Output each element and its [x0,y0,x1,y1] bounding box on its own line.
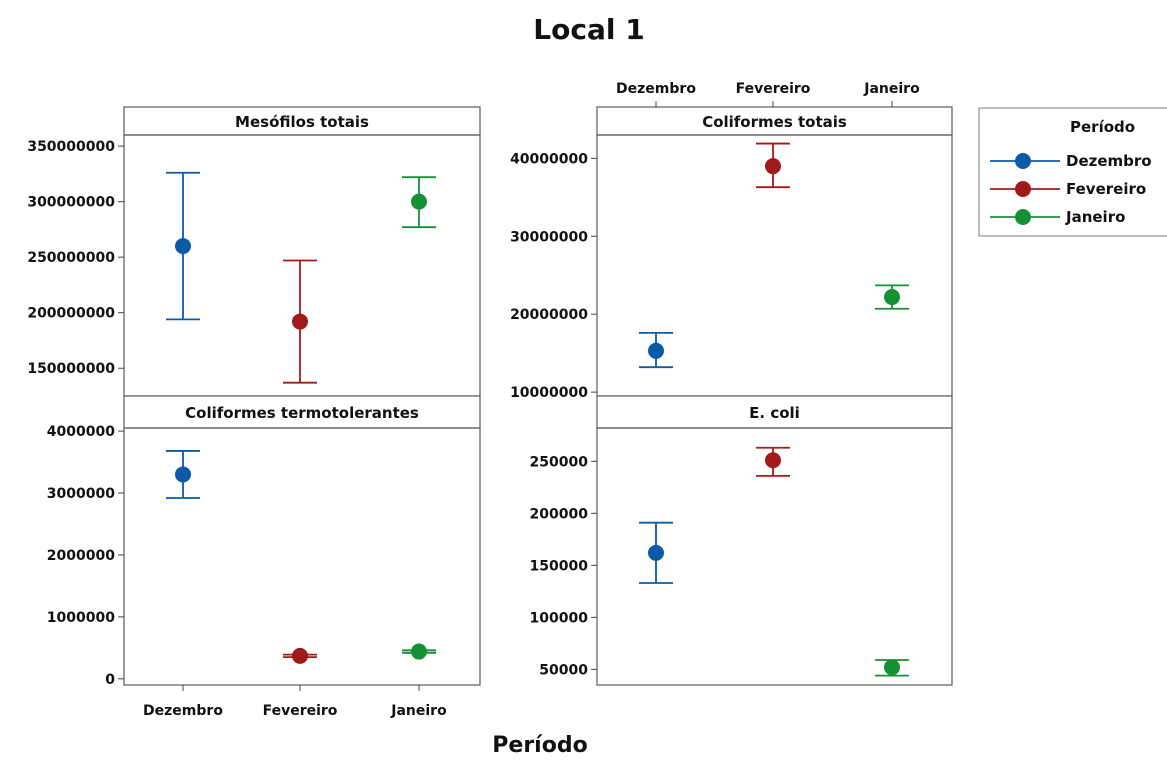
panel-e-coli: E. coli 50000 100000 150000 200000 250000 [530,395,953,686]
mean-point-e-coli-janeiro [884,659,900,676]
panel-coliformes-totais: Coliformes totais 10000000 20000000 3000000… [510,81,953,401]
y-tick-label-e-coli-1: 100000 [530,610,589,626]
panel-strip-coliformes-termotolerantes [123,395,481,429]
y-tick-label-coliformes-termotolerantes-4: 4000000 [47,424,115,440]
legend-label-janeiro: Janeiro [1065,208,1125,226]
mean-point-coliformes-totais-janeiro [884,289,900,306]
y-tick-label-mesofilos-totais-4: 350000000 [27,139,115,155]
legend-entry-dezembro: Dezembro [990,152,1152,170]
panel-title-mesofilos-totais: Mesófilos totais [235,113,369,131]
legend-entry-janeiro: Janeiro [990,208,1125,226]
panels-group: Mesófilos totais150000000200000000250000… [27,81,953,719]
mean-point-coliformes-termotolerantes-janeiro [411,643,427,660]
x-tick-label-coliformes-termotolerantes-2: Janeiro [390,703,447,719]
x-tick-label-coliformes-termotolerantes-1: Fevereiro [263,703,338,719]
y-tick-label-e-coli-2: 150000 [530,558,589,574]
panel-title-coliformes-termotolerantes: Coliformes termotolerantes [185,404,419,422]
x-axis-title: Período [492,733,587,758]
panel-frame-coliformes-totais [596,134,953,397]
panel-strip-mesofilos-totais [123,106,481,136]
panel-coliformes-termotolerantes: Coliformes termotolerantes 0 1000000 200000… [47,395,481,719]
legend-marker-janeiro [1015,209,1031,225]
mean-point-e-coli-dezembro [648,544,664,561]
panel-strip-coliformes-totais [596,106,953,136]
x-tick-label-coliformes-totais-0: Dezembro [616,81,696,97]
panel-title-coliformes-totais: Coliformes totais [702,113,847,131]
y-tick-label-coliformes-termotolerantes-0: 0 [105,672,115,688]
y-tick-label-coliformes-termotolerantes-1: 1000000 [47,610,115,626]
panel-title-e-coli: E. coli [749,404,800,422]
panel-frame-e-coli [596,427,953,686]
legend-marker-fevereiro [1015,181,1031,197]
y-tick-label-coliformes-totais-1: 20000000 [510,307,588,323]
x-tick-label-coliformes-totais-2: Janeiro [863,81,920,97]
y-tick-label-mesofilos-totais-3: 300000000 [27,195,115,211]
chart-title: Local 1 [533,13,644,46]
y-tick-label-mesofilos-totais-2: 250000000 [27,250,115,266]
legend-box [978,107,1167,237]
panel-frame-mesofilos-totais [123,134,481,397]
mean-point-coliformes-totais-dezembro [648,342,664,359]
y-tick-label-coliformes-termotolerantes-2: 2000000 [47,548,115,564]
mean-point-mesofilos-totais-dezembro [175,238,191,255]
y-tick-label-coliformes-termotolerantes-3: 3000000 [47,486,115,502]
legend-entry-fevereiro: Fevereiro [990,180,1146,198]
y-tick-label-e-coli-4: 250000 [530,454,589,470]
x-tick-label-coliformes-totais-1: Fevereiro [736,81,811,97]
legend-title: Período [1070,118,1135,136]
mean-point-e-coli-fevereiro [765,452,781,469]
x-tick-label-coliformes-termotolerantes-0: Dezembro [143,703,223,719]
y-tick-label-mesofilos-totais-1: 200000000 [27,306,115,322]
legend: Período Dezembro Fevereiro Janeiro [978,107,1167,237]
legend-label-fevereiro: Fevereiro [1066,180,1146,198]
legend-marker-dezembro [1015,153,1031,169]
y-tick-label-coliformes-totais-0: 10000000 [510,385,588,401]
y-tick-label-e-coli-0: 50000 [539,662,588,678]
y-tick-label-mesofilos-totais-0: 150000000 [27,361,115,377]
y-tick-label-coliformes-totais-2: 30000000 [510,229,588,245]
mean-point-coliformes-termotolerantes-dezembro [175,466,191,483]
y-tick-label-coliformes-totais-3: 40000000 [510,151,588,167]
y-tick-label-e-coli-3: 200000 [530,506,589,522]
panel-frame-coliformes-termotolerantes [123,427,481,686]
mean-point-mesofilos-totais-janeiro [411,193,427,210]
panel-mesofilos-totais: Mesófilos totais 150000000 200000000 250000… [27,106,481,397]
mean-point-coliformes-termotolerantes-fevereiro [292,647,308,664]
mean-point-coliformes-totais-fevereiro [765,158,781,175]
legend-label-dezembro: Dezembro [1066,152,1152,170]
mean-point-mesofilos-totais-fevereiro [292,313,308,330]
